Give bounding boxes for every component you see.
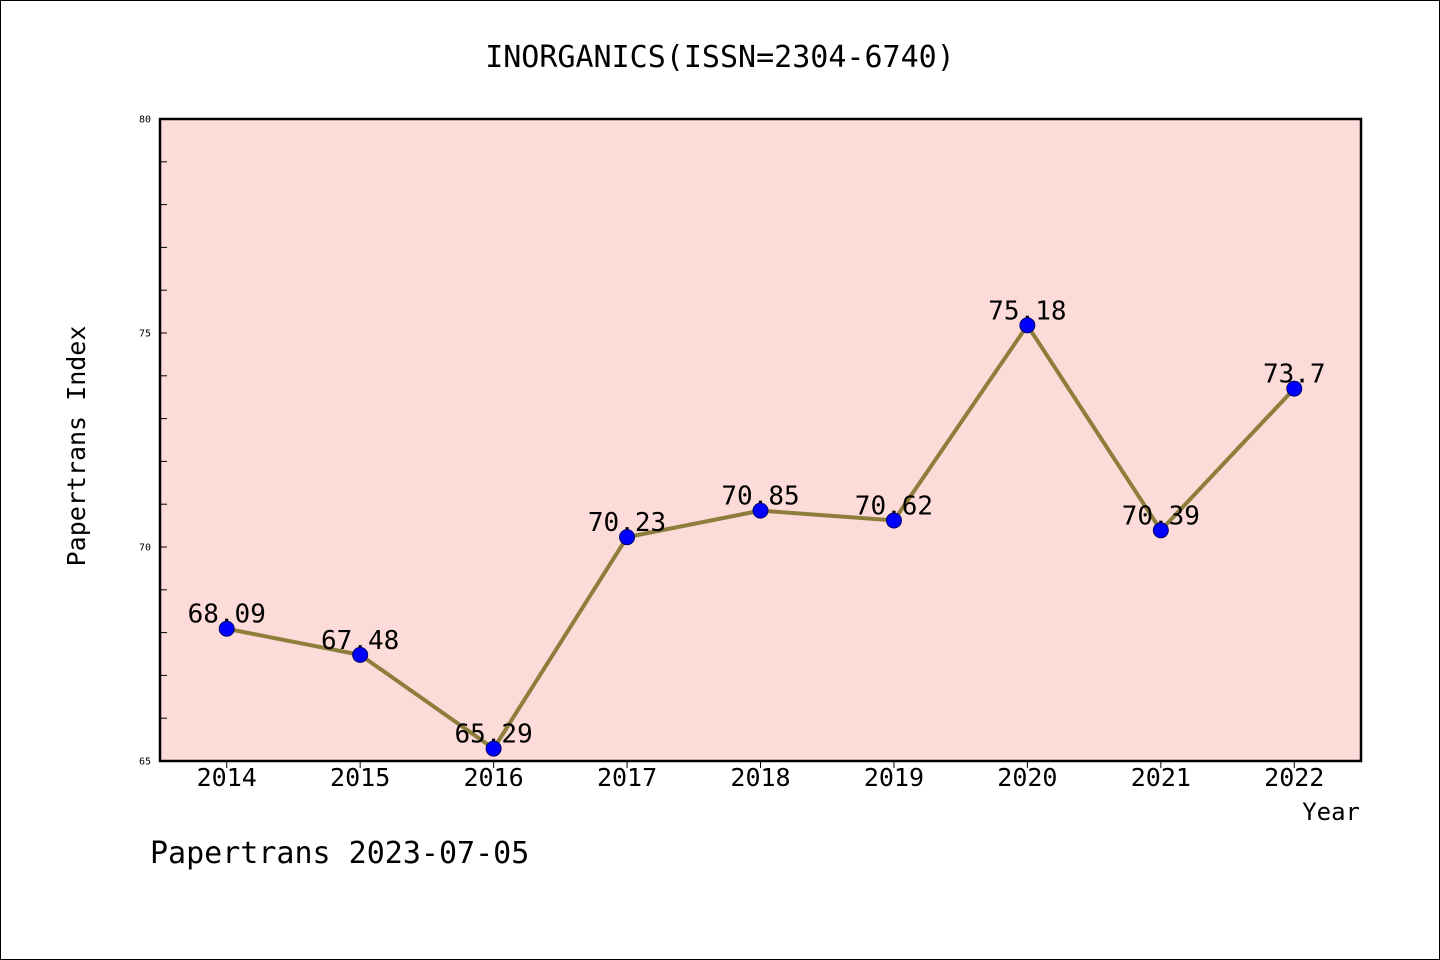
- y-tick-label: 80: [139, 115, 151, 126]
- x-tick-label: 2015: [330, 763, 390, 792]
- footer-credit: Papertrans 2023-07-05: [150, 836, 529, 871]
- x-tick-label: 2022: [1264, 763, 1324, 792]
- chart-title: INORGANICS(ISSN=2304-6740): [485, 40, 955, 75]
- data-point-marker: [218, 620, 235, 637]
- x-tick-label: 2016: [464, 763, 524, 792]
- data-point-marker: [352, 646, 369, 663]
- markers-group: [218, 317, 1303, 757]
- x-tick-label: 2014: [197, 763, 257, 792]
- x-tick-label: 2018: [730, 763, 790, 792]
- plot-border: [158, 117, 1363, 763]
- plot-area: [160, 119, 1361, 761]
- data-point-marker: [752, 502, 769, 519]
- x-tick-label: 2020: [997, 763, 1057, 792]
- x-axis-label: Year: [1302, 798, 1360, 826]
- data-point-marker: [1286, 380, 1303, 397]
- y-tick-label: 70: [139, 543, 151, 554]
- x-axis: 2014 2015 2016 2017 2018 2019 2020 2021 2022: [197, 761, 1324, 792]
- data-point-marker: [485, 740, 502, 757]
- y-tick-label: 65: [139, 757, 151, 768]
- x-tick-label: 2019: [864, 763, 924, 792]
- data-point-marker: [1019, 317, 1036, 334]
- x-tick-label: 2017: [597, 763, 657, 792]
- y-tick-label: 75: [139, 329, 151, 340]
- x-tick-label: 2021: [1131, 763, 1191, 792]
- data-point-marker: [1152, 522, 1169, 539]
- y-axis-label: Papertrans Index: [62, 326, 91, 567]
- data-point-marker: [619, 529, 636, 546]
- data-point-marker: [885, 512, 902, 529]
